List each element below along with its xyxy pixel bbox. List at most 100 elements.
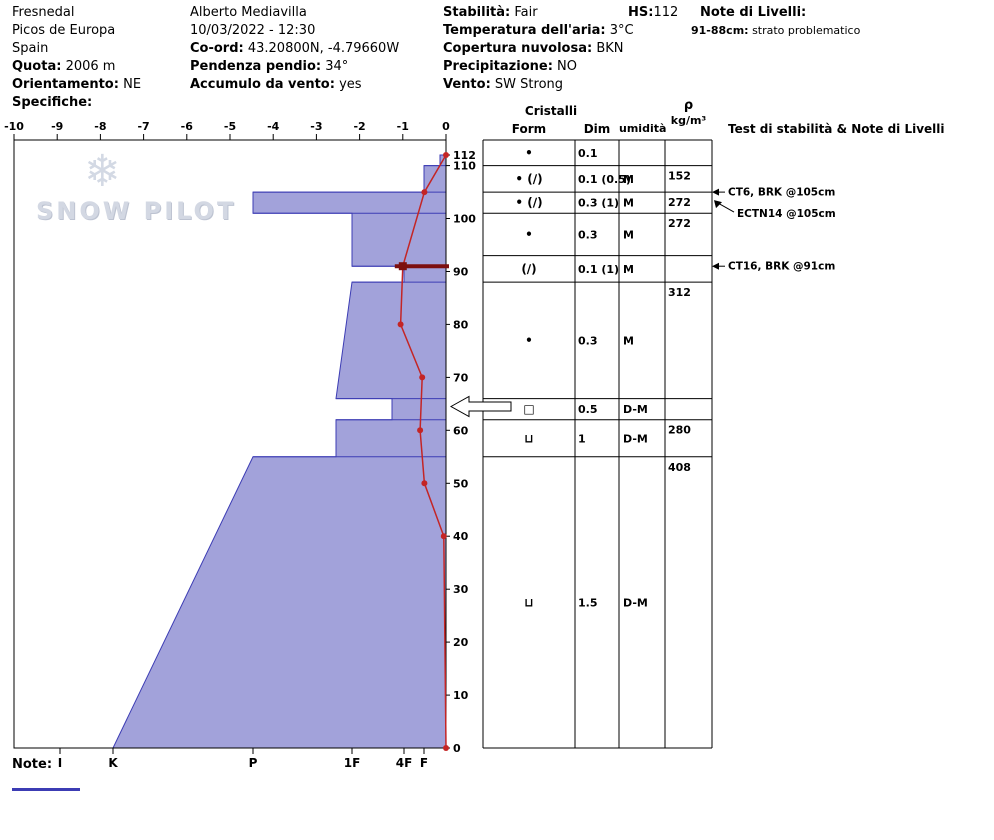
observer-name: Alberto Mediavilla — [190, 5, 307, 21]
crystal-form-cell: (∕) — [521, 262, 536, 276]
elevation-value: 2006 m — [65, 59, 116, 74]
density-cell: 272 — [668, 196, 691, 209]
temp-axis-label: -2 — [353, 120, 365, 133]
crystals-header: Cristalli — [524, 104, 578, 118]
crystal-form-cell: • (∕) — [515, 196, 542, 210]
site-region-text: Picos de Europa — [12, 23, 116, 38]
depth-axis-label: 60 — [453, 424, 469, 437]
precip-label: Precipitazione: — [443, 59, 553, 74]
coords-label: Co-ord: — [190, 41, 244, 56]
annotation-arrowhead-icon — [712, 188, 719, 196]
moisture-cell: M — [623, 334, 634, 347]
snow-height-line: HS:112 — [628, 5, 678, 21]
coords-line: Co-ord: 43.20800N, -4.79660W — [190, 41, 399, 57]
crystal-form-cell: • (∕) — [515, 172, 542, 186]
depth-axis-label: 110 — [453, 160, 476, 173]
moisture-cell: M — [623, 263, 634, 276]
density-cell: 312 — [668, 286, 691, 299]
notes-underline — [12, 788, 80, 791]
temperature-point — [443, 745, 449, 751]
slope-value: 34° — [325, 59, 349, 74]
temp-axis-label: -9 — [51, 120, 63, 133]
site-country: Spain — [12, 41, 48, 57]
temperature-point — [421, 189, 428, 196]
hardness-axis-label: K — [108, 756, 118, 770]
moisture-column-header: umidità — [619, 122, 667, 135]
temperature-point — [440, 533, 447, 540]
temperature-point — [417, 427, 424, 434]
temperature-point — [421, 480, 428, 487]
crystal-form-cell: • — [525, 146, 533, 160]
air-temp-label: Temperatura dell'aria: — [443, 23, 606, 38]
failure-plane-marker — [398, 262, 407, 271]
sky-cover-line: Copertura nuvolosa: BKN — [443, 41, 624, 57]
crystal-dim-cell: 0.1 (0.5) — [578, 173, 631, 186]
stability-value: Fair — [514, 5, 538, 20]
layer-note-depth: 91-88cm: — [691, 24, 749, 37]
footer-note-label: Note: — [12, 757, 53, 772]
temp-axis-label: -5 — [224, 120, 236, 133]
wind-loading-line: Accumulo da vento: yes — [190, 77, 362, 93]
temp-axis-label: -1 — [397, 120, 409, 133]
density-cell: 280 — [668, 424, 691, 437]
observer-name-text: Alberto Mediavilla — [190, 5, 307, 20]
annotation-arrowhead-icon — [714, 200, 722, 209]
crystal-form-cell: □ — [523, 402, 534, 416]
stability-line: Stabilità: Fair — [443, 5, 538, 21]
stability-label: Stabilità: — [443, 5, 511, 20]
precip-value: NO — [557, 59, 577, 74]
depth-axis-label: 90 — [453, 266, 469, 279]
depth-axis-label: 50 — [453, 477, 469, 490]
crystal-dim-cell: 0.1 — [578, 147, 598, 160]
moisture-cell: M — [623, 228, 634, 241]
crystal-form-cell: ⊔ — [524, 431, 534, 445]
layer-pointer-arrow-icon — [449, 395, 512, 418]
depth-axis-label: 0 — [453, 742, 461, 755]
details-line: Specifiche: — [12, 95, 92, 111]
temp-axis-label: -6 — [181, 120, 194, 133]
sky-cover-label: Copertura nuvolosa: — [443, 41, 593, 56]
hardness-axis-label: P — [249, 756, 258, 770]
depth-axis-label: 40 — [453, 530, 469, 543]
annotation-arrowhead-icon — [712, 262, 719, 270]
crystal-dim-cell: 0.3 — [578, 228, 598, 241]
temp-axis-label: -8 — [94, 120, 106, 133]
crystal-dim-cell: 1.5 — [578, 596, 598, 609]
tests-column-header: Test di stabilità & Note di Livelli — [728, 122, 945, 136]
aspect-value: NE — [123, 77, 142, 92]
snow-height-label: HS: — [628, 5, 654, 20]
density-cell: 408 — [668, 461, 691, 474]
hardness-profile-area — [112, 154, 447, 749]
wind-loading-value: yes — [339, 77, 362, 92]
moisture-cell: D-M — [623, 596, 648, 609]
hardness-axis-label: 1F — [344, 756, 361, 770]
slope-line: Pendenza pendio: 34° — [190, 59, 348, 75]
site-country-text: Spain — [12, 41, 49, 56]
hardness-axis-label: I — [58, 756, 62, 770]
snowflake-icon: ❄ — [84, 146, 121, 197]
depth-axis-label: 70 — [453, 371, 469, 384]
temp-axis-label: 0 — [442, 120, 450, 133]
details-label: Specifiche: — [12, 95, 93, 110]
moisture-cell: M — [623, 197, 634, 210]
layer-notes-header: Note di Livelli: — [700, 5, 806, 21]
stability-test-note: ECTN14 @105cm — [737, 208, 836, 220]
depth-axis-label: 20 — [453, 636, 469, 649]
temp-axis-label: -3 — [310, 120, 322, 133]
temperature-point — [397, 321, 404, 328]
depth-axis-label: 10 — [453, 689, 469, 702]
coords-value: 43.20800N, -4.79660W — [247, 41, 400, 56]
observation-datetime-text: 10/03/2022 - 12:30 — [190, 23, 316, 38]
wind-loading-label: Accumulo da vento: — [190, 77, 335, 92]
layer-note-entry: 91-88cm: strato problematico — [691, 24, 860, 37]
layer-note-text: strato problematico — [752, 24, 861, 37]
wind-value: SW Strong — [494, 77, 564, 92]
moisture-cell: D-M — [623, 432, 648, 445]
crystal-dim-cell: 0.3 — [578, 334, 598, 347]
sky-cover-value: BKN — [596, 41, 624, 56]
stability-test-note: CT16, BRK @91cm — [728, 261, 835, 273]
crystal-form-cell: • — [525, 333, 533, 347]
temperature-point — [419, 374, 426, 381]
density-cell: 152 — [668, 170, 691, 183]
